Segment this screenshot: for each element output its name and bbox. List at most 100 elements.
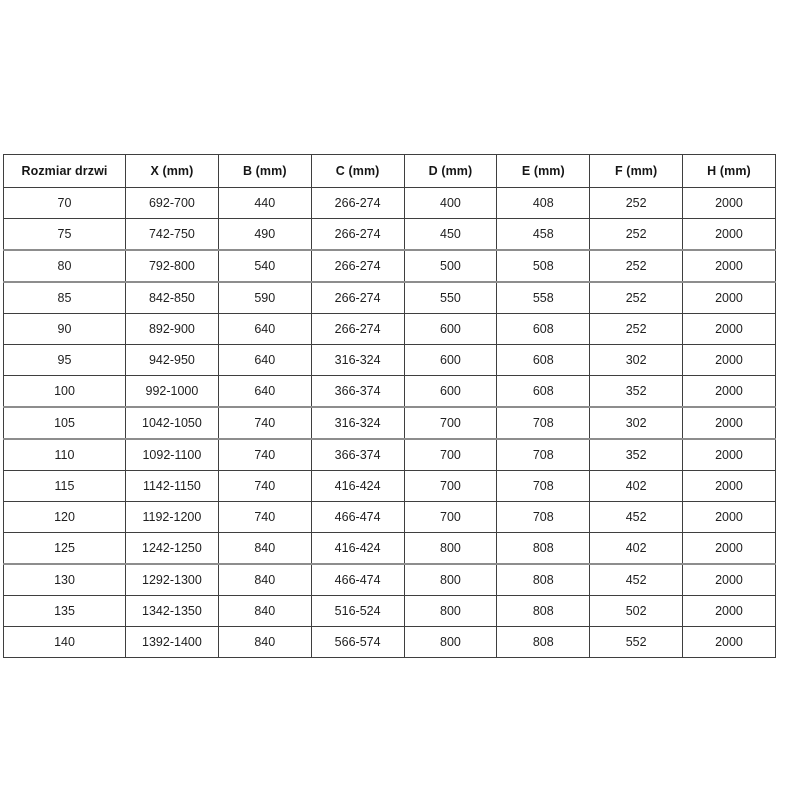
cell-b: 590 [217,281,312,314]
cell-e: 808 [496,595,591,627]
table-header-row: Rozmiar drzwi X (mm) B (mm) C (mm) D (mm) E (… [3,154,776,188]
cell-x: 1242-1250 [125,532,219,565]
column-header-x: X (mm) [125,154,219,188]
cell-e: 608 [496,375,591,408]
cell-f: 402 [589,532,684,565]
column-header-h: H (mm) [682,154,776,188]
cell-f: 502 [589,595,684,627]
cell-d: 800 [403,532,498,565]
cell-h: 2000 [682,249,776,283]
cell-x: 1142-1150 [125,470,219,502]
cell-c: 266-274 [310,313,405,345]
cell-f: 252 [589,313,684,345]
cell-h: 2000 [682,626,776,658]
cell-size: 80 [3,249,126,283]
cell-d: 700 [403,470,498,502]
table-row: 100 992-1000 640 366-374 600 608 352 2000 [3,375,776,408]
table-row: 125 1242-1250 840 416-424 800 808 402 2000 [3,532,776,565]
cell-x: 792-800 [125,249,219,283]
table-row: 95 942-950 640 316-324 600 608 302 2000 [3,344,776,376]
table-header: Rozmiar drzwi X (mm) B (mm) C (mm) D (mm) E (… [3,154,776,188]
cell-x: 992-1000 [125,375,219,408]
cell-c: 266-274 [310,249,405,283]
cell-f: 302 [589,344,684,376]
cell-f: 402 [589,470,684,502]
cell-d: 500 [403,249,498,283]
cell-f: 352 [589,438,684,471]
cell-f: 252 [589,249,684,283]
cell-f: 252 [589,218,684,251]
cell-e: 608 [496,344,591,376]
cell-e: 558 [496,281,591,314]
cell-size: 70 [3,187,126,219]
table-row: 70 692-700 440 266-274 400 408 252 2000 [3,187,776,219]
cell-h: 2000 [682,406,776,440]
cell-c: 316-324 [310,344,405,376]
cell-f: 352 [589,375,684,408]
cell-d: 700 [403,438,498,471]
cell-b: 740 [217,406,312,440]
cell-size: 130 [3,563,126,596]
cell-h: 2000 [682,470,776,502]
cell-f: 452 [589,563,684,596]
cell-e: 708 [496,501,591,533]
cell-x: 892-900 [125,313,219,345]
cell-h: 2000 [682,438,776,471]
cell-c: 266-274 [310,187,405,219]
cell-x: 1042-1050 [125,406,219,440]
cell-x: 742-750 [125,218,219,251]
cell-size: 115 [3,470,126,502]
cell-x: 1092-1100 [125,438,219,471]
cell-c: 516-524 [310,595,405,627]
cell-h: 2000 [682,563,776,596]
cell-b: 640 [217,375,312,408]
cell-x: 1192-1200 [125,501,219,533]
cell-h: 2000 [682,187,776,219]
cell-f: 252 [589,187,684,219]
column-header-b: B (mm) [217,154,312,188]
column-header-c: C (mm) [310,154,405,188]
cell-d: 800 [403,626,498,658]
cell-e: 408 [496,187,591,219]
cell-x: 692-700 [125,187,219,219]
cell-b: 740 [217,438,312,471]
cell-c: 266-274 [310,281,405,314]
cell-f: 302 [589,406,684,440]
cell-f: 552 [589,626,684,658]
cell-x: 1292-1300 [125,563,219,596]
cell-h: 2000 [682,532,776,565]
cell-b: 840 [217,626,312,658]
table-row: 140 1392-1400 840 566-574 800 808 552 2000 [3,626,776,658]
cell-e: 808 [496,626,591,658]
cell-e: 808 [496,563,591,596]
table-row: 115 1142-1150 740 416-424 700 708 402 2000 [3,470,776,502]
column-header-f: F (mm) [589,154,684,188]
table-row: 90 892-900 640 266-274 600 608 252 2000 [3,313,776,345]
cell-e: 708 [496,438,591,471]
table-row: 120 1192-1200 740 466-474 700 708 452 2000 [3,501,776,533]
cell-c: 366-374 [310,438,405,471]
dimensions-table-container: Rozmiar drzwi X (mm) B (mm) C (mm) D (mm) E (… [3,154,776,658]
cell-d: 600 [403,313,498,345]
cell-d: 800 [403,563,498,596]
table-row: 110 1092-1100 740 366-374 700 708 352 2000 [3,438,776,471]
cell-b: 840 [217,532,312,565]
door-dimensions-table: Rozmiar drzwi X (mm) B (mm) C (mm) D (mm) E (… [3,154,776,658]
cell-d: 400 [403,187,498,219]
cell-b: 640 [217,313,312,345]
cell-c: 266-274 [310,218,405,251]
cell-size: 90 [3,313,126,345]
cell-d: 700 [403,501,498,533]
cell-d: 600 [403,375,498,408]
cell-b: 640 [217,344,312,376]
cell-d: 550 [403,281,498,314]
cell-b: 740 [217,470,312,502]
cell-x: 942-950 [125,344,219,376]
cell-h: 2000 [682,344,776,376]
cell-c: 316-324 [310,406,405,440]
cell-h: 2000 [682,501,776,533]
cell-d: 450 [403,218,498,251]
cell-f: 452 [589,501,684,533]
table-row: 135 1342-1350 840 516-524 800 808 502 2000 [3,595,776,627]
cell-size: 120 [3,501,126,533]
